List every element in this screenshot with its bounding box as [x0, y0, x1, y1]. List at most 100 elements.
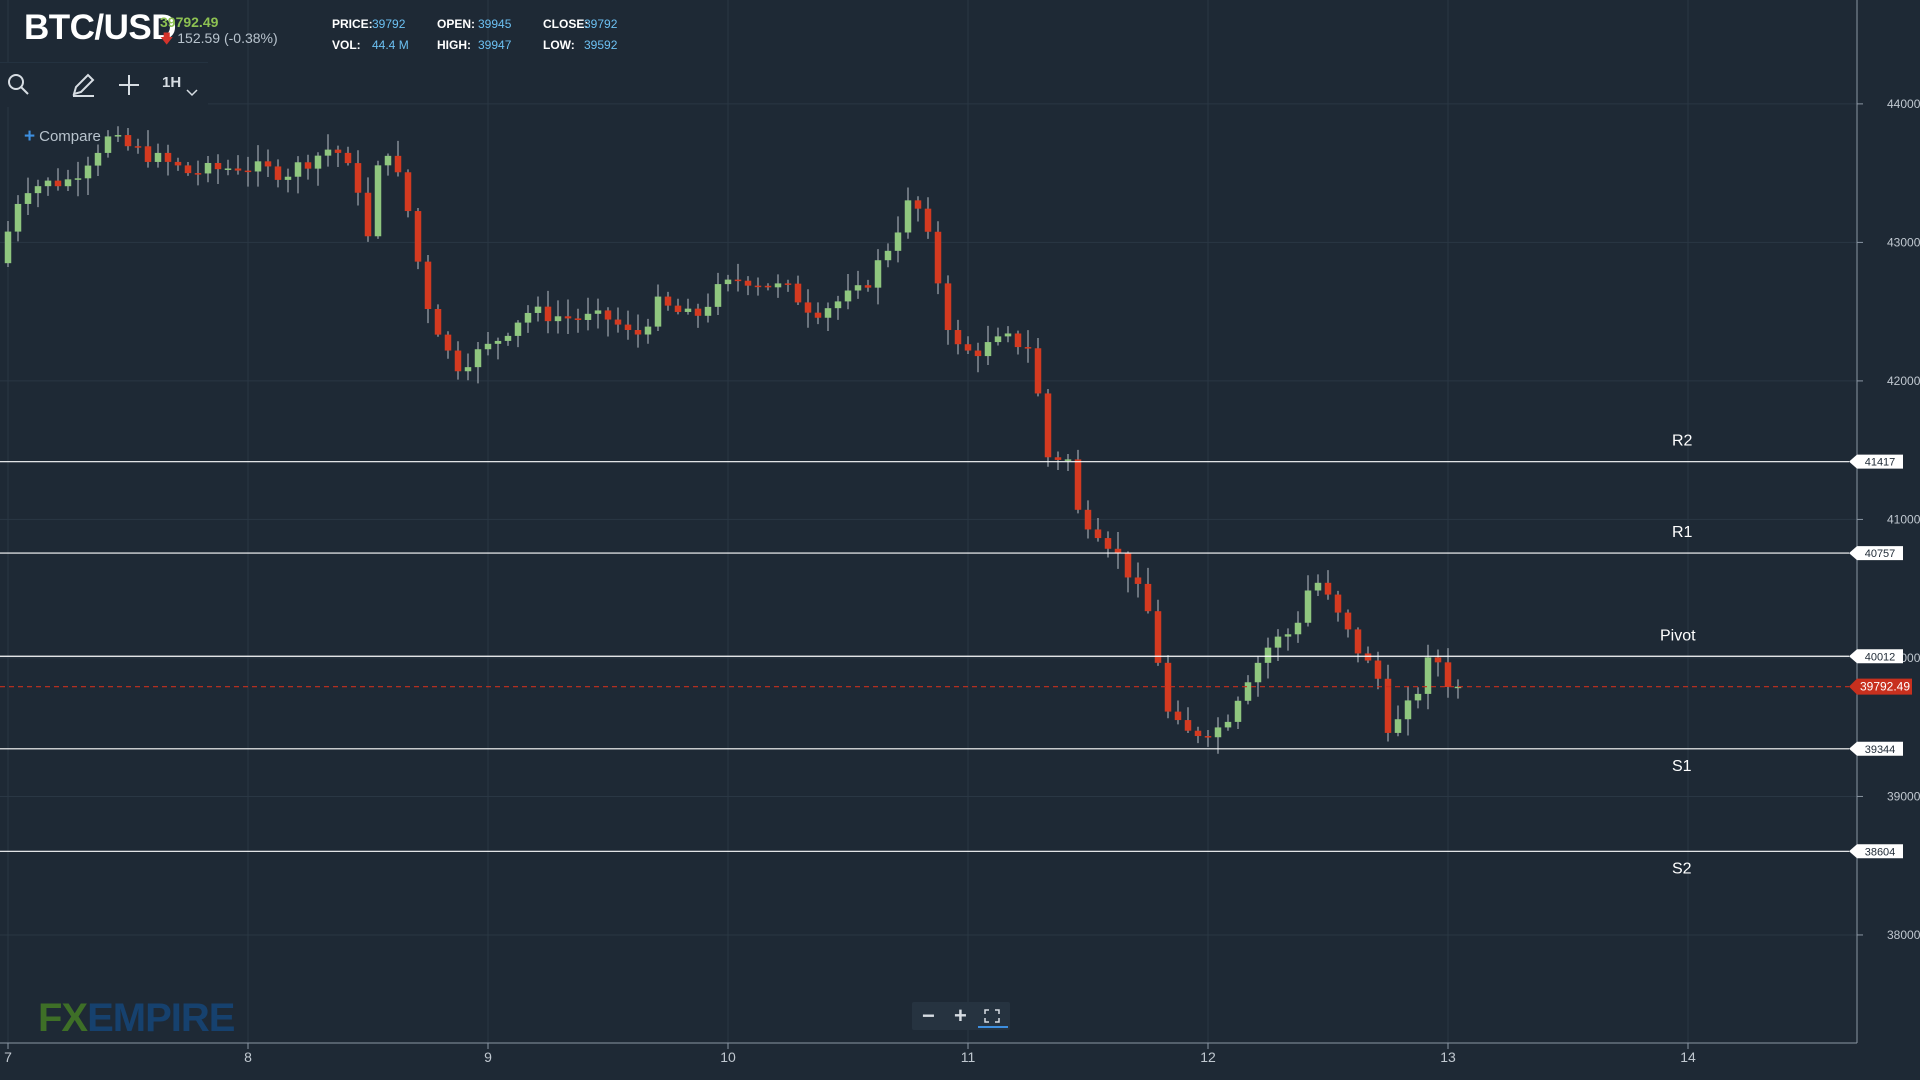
candle-up: [874, 260, 882, 288]
candle-up: [104, 136, 112, 153]
candle-up: [44, 180, 52, 187]
candle-down: [1144, 583, 1152, 612]
candle-down: [304, 162, 312, 169]
fullscreen-underline: [978, 1026, 1008, 1028]
interval-selector[interactable]: 1H: [162, 74, 182, 91]
compare-button[interactable]: + Compare: [24, 126, 101, 147]
candle-down: [1184, 720, 1192, 731]
candle-down: [964, 344, 972, 351]
candle-down: [564, 316, 572, 319]
candle-down: [1044, 393, 1052, 458]
candle-down: [664, 296, 672, 306]
candle-down: [814, 312, 822, 318]
candle-up: [1404, 700, 1412, 720]
candle-up: [1304, 590, 1312, 623]
candle-up: [464, 367, 472, 372]
candle-down: [1434, 657, 1442, 663]
candle-down: [1384, 678, 1392, 733]
candle-down: [1174, 711, 1182, 721]
candle-up: [504, 335, 512, 341]
search-icon[interactable]: [6, 72, 30, 96]
candle-up: [514, 322, 522, 336]
x-tick-label: 7: [4, 1049, 12, 1065]
zoom-out-button[interactable]: −: [922, 1003, 935, 1028]
candle-down: [1104, 538, 1112, 549]
candle-up: [984, 342, 992, 357]
low-value: 39592: [584, 38, 618, 52]
candle-down: [614, 319, 622, 325]
candle-up: [584, 313, 592, 320]
candle-up: [74, 178, 82, 180]
candle-up: [154, 152, 162, 162]
level-tag-s1: [1849, 741, 1903, 756]
candle-down: [1364, 653, 1372, 661]
candle-up: [1424, 657, 1432, 694]
candle-down: [354, 163, 362, 193]
candle-down: [364, 192, 372, 237]
candle-up: [724, 279, 732, 285]
candle-down: [1334, 594, 1342, 613]
candle-down: [864, 285, 872, 288]
candle-down: [954, 330, 962, 345]
candle-up: [484, 343, 492, 350]
candle-down: [1444, 662, 1452, 687]
candle-up: [554, 316, 562, 322]
candle-down: [394, 155, 402, 173]
candle-up: [1004, 333, 1012, 337]
candle-down: [754, 285, 762, 288]
x-tick-label: 14: [1680, 1049, 1696, 1065]
zoom-controls: − +: [912, 1002, 1010, 1030]
candle-down: [1154, 611, 1162, 663]
candle-down: [1094, 529, 1102, 539]
y-tick-label: 38000: [1887, 928, 1920, 942]
level-value-s2: 38604: [1865, 846, 1896, 858]
candle-up: [284, 176, 292, 180]
candle-up: [1234, 700, 1242, 722]
plus-icon[interactable]: [117, 73, 141, 97]
candle-down: [694, 308, 702, 316]
candle-down: [544, 306, 552, 322]
candle-up: [64, 179, 72, 187]
y-tick-label: 39000: [1887, 789, 1920, 803]
close-value: 39792: [584, 17, 618, 31]
candle-up: [1214, 727, 1222, 738]
x-tick-label: 9: [484, 1049, 492, 1065]
candle-down: [1344, 612, 1352, 630]
candle-down: [434, 309, 442, 335]
y-tick-label: 42000: [1887, 374, 1920, 388]
last-price: 39792.49: [160, 14, 219, 30]
candle-up: [1254, 662, 1262, 683]
level-label-s1: S1: [1672, 758, 1692, 775]
candle-up: [114, 135, 122, 137]
candle-up: [204, 162, 212, 174]
candle-down: [1054, 457, 1062, 460]
candle-down: [424, 261, 432, 310]
level-tag-s2: [1849, 844, 1903, 859]
candle-up: [1264, 647, 1272, 663]
candle-up: [834, 301, 842, 309]
fullscreen-icon[interactable]: [984, 1009, 1000, 1023]
candle-down: [234, 168, 242, 171]
x-tick-label: 13: [1440, 1049, 1456, 1065]
candle-down: [574, 318, 582, 320]
candle-down: [624, 324, 632, 330]
candle-down: [734, 279, 742, 282]
candle-down: [1324, 582, 1332, 595]
candle-down: [454, 350, 462, 372]
candle-up: [534, 306, 542, 313]
candle-down: [794, 283, 802, 303]
x-tick-label: 10: [720, 1049, 736, 1065]
candle-down: [1134, 577, 1142, 584]
level-label-r2: R2: [1672, 433, 1693, 450]
candle-up: [1244, 682, 1252, 701]
level-tag-r2: [1849, 454, 1903, 469]
candle-up: [4, 231, 12, 264]
pencil-icon[interactable]: [70, 72, 96, 98]
chevron-down-icon[interactable]: [186, 88, 198, 98]
candle-down: [164, 152, 172, 162]
x-tick-label: 8: [244, 1049, 252, 1065]
zoom-in-button[interactable]: +: [954, 1003, 967, 1028]
low-label: LOW:: [543, 38, 575, 52]
candle-up: [224, 168, 232, 170]
